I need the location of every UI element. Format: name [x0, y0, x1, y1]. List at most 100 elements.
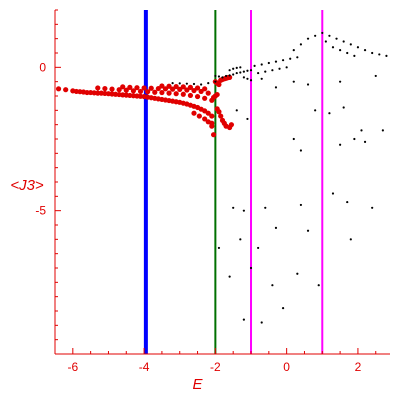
red-point-53 [173, 91, 179, 97]
black-point-27 [271, 69, 274, 72]
black-point-91 [242, 318, 245, 321]
red-point-79 [191, 110, 197, 116]
black-point-6 [214, 80, 217, 83]
black-point-15 [242, 70, 245, 73]
black-point-40 [314, 34, 317, 37]
red-point-41 [209, 113, 215, 119]
black-point-49 [378, 53, 381, 56]
red-point-45 [116, 87, 122, 93]
red-point-105 [210, 94, 217, 101]
black-point-52 [331, 46, 335, 49]
black-point-74 [232, 206, 235, 209]
red-point-76 [187, 84, 194, 90]
black-point-85 [306, 229, 310, 232]
black-point-10 [224, 74, 228, 78]
black-point-77 [299, 203, 303, 207]
black-point-16 [246, 69, 249, 72]
x-ticks: -6 -4 -2 0 2 [54, 348, 377, 374]
black-point-2 [185, 82, 188, 85]
black-point-20 [235, 66, 238, 70]
black-point-67 [328, 112, 331, 115]
red-point-84 [209, 120, 215, 126]
black-point-72 [339, 143, 342, 146]
black-point-29 [285, 66, 288, 69]
black-point-38 [299, 43, 303, 46]
black-point-9 [221, 76, 224, 79]
x-tick-label-4: 2 [355, 360, 362, 374]
black-point-33 [274, 60, 278, 63]
black-point-50 [385, 54, 388, 57]
red-point-80 [196, 113, 202, 119]
black-point-22 [242, 76, 245, 79]
red-point-102 [228, 122, 235, 128]
red-point-44 [109, 86, 115, 92]
black-point-54 [346, 51, 349, 55]
black-point-61 [374, 74, 377, 78]
black-point-70 [363, 140, 367, 143]
black-point-44 [342, 40, 345, 43]
black-point-43 [335, 37, 338, 40]
black-point-46 [356, 46, 360, 49]
black-point-59 [306, 83, 310, 86]
black-point-84 [274, 226, 278, 229]
red-point-59 [120, 84, 126, 90]
axes [54, 10, 390, 355]
y-tick-label-0: 0 [39, 60, 46, 74]
black-point-55 [353, 54, 356, 57]
black-point-0 [171, 82, 174, 85]
black-point-25 [257, 71, 260, 75]
black-point-71 [381, 129, 384, 132]
black-point-62 [235, 109, 238, 112]
black-point-63 [246, 117, 249, 121]
black-point-30 [253, 64, 256, 67]
black-point-48 [371, 51, 374, 55]
black-point-7 [214, 74, 217, 78]
y-tick-label-1: -5 [35, 204, 46, 218]
black-point-81 [239, 238, 242, 241]
red-point-54 [180, 91, 186, 97]
black-point-86 [349, 238, 352, 241]
red-point-70 [198, 88, 204, 95]
red-point-65 [162, 86, 169, 92]
red-point-74 [173, 83, 179, 90]
black-point-56 [260, 77, 263, 80]
red-point-69 [191, 87, 197, 94]
black-point-75 [242, 209, 245, 212]
black-point-94 [260, 321, 263, 324]
black-point-92 [281, 307, 285, 310]
red-point-42 [95, 85, 101, 91]
black-point-23 [246, 77, 249, 80]
red-point-66 [170, 86, 176, 92]
black-point-60 [339, 80, 342, 83]
black-point-47 [363, 49, 367, 52]
red-point-73 [166, 83, 172, 89]
black-point-82 [217, 246, 221, 250]
black-point-21 [239, 66, 242, 69]
red-point-94 [227, 74, 233, 80]
red-point-63 [148, 85, 154, 91]
black-point-11 [228, 74, 231, 77]
red-point-40 [205, 110, 211, 116]
black-point-45 [349, 43, 352, 46]
red-point-85 [210, 132, 217, 138]
red-point-43 [102, 85, 108, 92]
black-point-69 [360, 129, 363, 132]
red-point-67 [177, 86, 183, 93]
red-point-51 [159, 89, 165, 96]
black-point-83 [257, 246, 260, 250]
black-point-66 [314, 109, 317, 112]
red-point-48 [137, 88, 144, 95]
red-point-96 [216, 109, 222, 115]
black-point-34 [281, 59, 285, 62]
black-point-24 [249, 79, 253, 82]
black-point-4 [200, 83, 203, 86]
black-point-73 [353, 137, 356, 141]
y-ticks: 0 -5 [35, 9, 61, 355]
red-point-88 [216, 81, 222, 88]
red-point-57 [202, 95, 208, 101]
red-point-62 [141, 85, 147, 91]
red-point-0 [55, 86, 62, 92]
black-point-19 [232, 67, 235, 70]
black-point-5 [207, 82, 210, 85]
